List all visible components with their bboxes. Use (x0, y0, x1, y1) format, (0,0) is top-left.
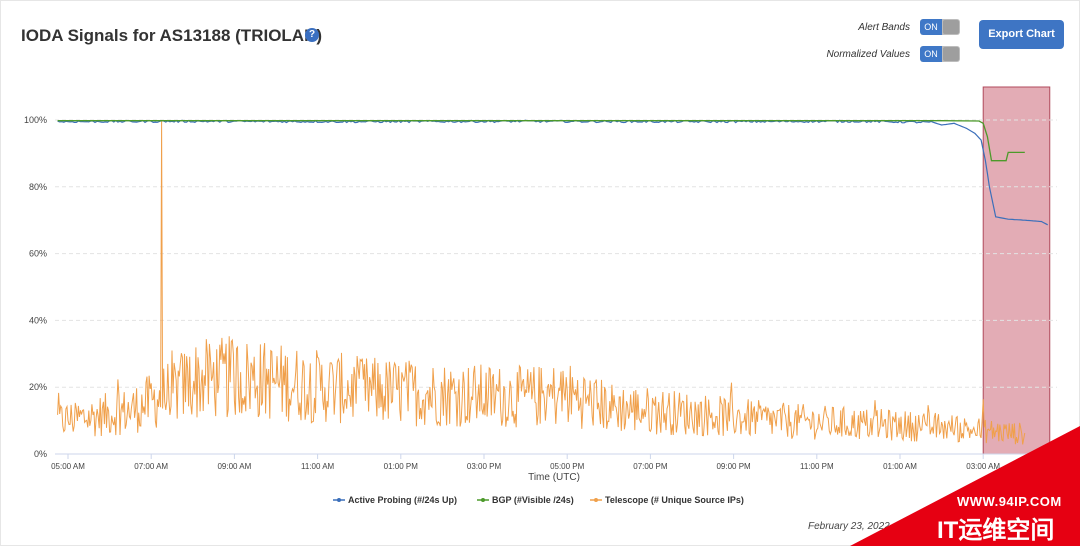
x-tick-label: 07:00 PM (633, 462, 668, 471)
x-axis-title: Time (UTC) (528, 472, 580, 483)
y-tick-label: 40% (29, 315, 47, 325)
active-probing-series-line (57, 119, 1048, 226)
alert-bands-toggle[interactable]: ON (920, 19, 960, 35)
normalized-values-label: Normalized Values (826, 48, 910, 60)
help-icon[interactable]: ? (305, 28, 319, 42)
chart-date: February 23, 2022 (808, 521, 890, 532)
watermark-name: IT运维空间 (937, 517, 1055, 544)
bgp-series-line (57, 120, 1025, 162)
y-tick-label: 20% (29, 382, 47, 392)
legend-marker (481, 498, 485, 502)
x-tick-label: 11:00 AM (301, 462, 335, 471)
legend-label: Active Probing (#/24s Up) (348, 495, 457, 505)
x-tick-label: 11:00 PM (800, 462, 834, 471)
alert-bands-control: Alert Bands ON (790, 19, 960, 35)
x-tick-label: 09:00 PM (716, 462, 751, 471)
x-tick-label: 01:00 PM (384, 462, 419, 471)
watermark-banner (850, 426, 1080, 546)
y-tick-label: 60% (29, 249, 47, 259)
alert-band (982, 86, 1051, 455)
toggle-knob (943, 20, 959, 34)
telescope-series-line (57, 119, 1026, 445)
x-tick-label: 03:00 PM (467, 462, 502, 471)
alert-bands-state: ON (920, 19, 942, 35)
x-tick-label: 05:00 PM (550, 462, 585, 471)
x-tick-label: 05:00 AM (51, 462, 85, 471)
alert-bands-label: Alert Bands (858, 21, 910, 33)
toggle-knob (943, 47, 959, 61)
normalized-values-state: ON (920, 46, 942, 62)
x-tick-label: 09:00 AM (217, 462, 251, 471)
legend-label: Telescope (# Unique Source IPs) (605, 495, 744, 505)
normalized-values-control: Normalized Values ON (760, 46, 960, 62)
y-tick-label: 100% (24, 115, 47, 125)
normalized-values-toggle[interactable]: ON (920, 46, 960, 62)
legend-marker (594, 498, 598, 502)
y-tick-label: 0% (34, 449, 47, 459)
export-chart-button[interactable]: Export Chart (979, 20, 1064, 49)
page-title: IODA Signals for AS13188 (TRIOLAN) (21, 26, 323, 45)
x-tick-label: 07:00 AM (134, 462, 168, 471)
legend-marker (337, 498, 341, 502)
legend-label: BGP (#Visible /24s) (492, 495, 574, 505)
y-tick-label: 80% (29, 182, 47, 192)
watermark-url: WWW.94IP.COM (957, 494, 1062, 509)
